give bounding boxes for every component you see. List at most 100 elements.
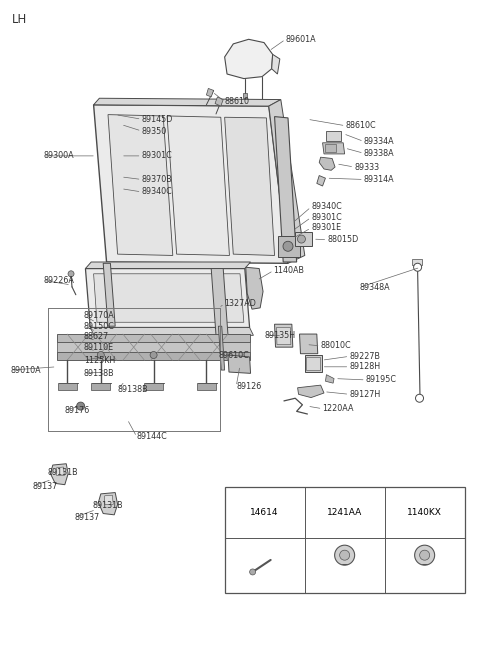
Polygon shape [211,269,228,335]
Text: 89226A: 89226A [43,276,74,285]
Polygon shape [85,269,250,328]
Text: 14614: 14614 [251,508,279,517]
Text: 89601A: 89601A [286,35,316,44]
Circle shape [283,241,293,252]
Text: 1125KH: 1125KH [84,356,115,365]
Circle shape [340,550,349,560]
Text: 89128H: 89128H [349,362,381,371]
Polygon shape [103,263,115,326]
Text: 89144C: 89144C [137,432,168,441]
Polygon shape [275,324,293,347]
Circle shape [298,235,305,243]
Text: 89301E: 89301E [311,223,341,233]
Polygon shape [298,385,324,398]
Polygon shape [243,93,247,98]
Polygon shape [94,98,281,106]
Text: 89150C: 89150C [84,322,115,331]
Polygon shape [98,493,118,515]
Polygon shape [305,355,322,372]
Polygon shape [228,355,251,373]
Text: 89131B: 89131B [47,468,78,477]
Text: 89227B: 89227B [349,352,381,361]
Polygon shape [167,116,229,255]
Text: 89127H: 89127H [349,390,381,399]
Polygon shape [269,100,305,263]
Text: 89300A: 89300A [43,151,74,160]
Text: 89138B: 89138B [118,385,148,394]
Polygon shape [276,328,291,345]
Polygon shape [272,54,280,74]
Circle shape [335,545,355,565]
Text: 89340C: 89340C [311,202,342,212]
Text: 89131B: 89131B [92,501,123,510]
Circle shape [97,352,104,358]
Text: 88627: 88627 [84,332,109,341]
Text: 88610: 88610 [225,97,250,106]
Text: 88010C: 88010C [321,341,351,350]
Polygon shape [246,267,263,309]
Text: 89110E: 89110E [84,343,114,352]
Polygon shape [225,117,275,255]
Circle shape [415,545,435,565]
Text: 89010A: 89010A [11,365,41,375]
Text: 89176: 89176 [65,405,90,415]
Text: 1220AA: 1220AA [323,404,354,413]
Polygon shape [300,334,318,354]
Circle shape [150,352,157,358]
Text: 88015D: 88015D [327,235,359,244]
Polygon shape [91,383,110,390]
Circle shape [77,402,84,410]
Polygon shape [215,97,223,106]
Polygon shape [57,467,64,476]
Polygon shape [319,157,335,170]
Text: 89350: 89350 [142,126,167,136]
Polygon shape [197,383,216,390]
Text: 1140KX: 1140KX [407,508,442,517]
Text: 1327AD: 1327AD [225,299,256,309]
Text: 89145D: 89145D [142,115,173,124]
Text: LH: LH [12,13,27,26]
Text: 1241AA: 1241AA [327,508,362,517]
Polygon shape [144,383,163,390]
Text: 88610C: 88610C [346,121,376,130]
Polygon shape [278,236,300,257]
Circle shape [420,550,430,560]
Polygon shape [58,383,77,390]
Text: 89195C: 89195C [366,375,397,384]
Text: 89338A: 89338A [364,149,395,158]
Polygon shape [50,464,68,485]
Polygon shape [275,117,297,262]
Text: 89137: 89137 [33,481,58,491]
Polygon shape [412,259,422,265]
Bar [225,487,465,593]
Text: 89340C: 89340C [142,187,172,196]
Circle shape [68,271,74,277]
Polygon shape [325,375,334,383]
Polygon shape [57,342,250,352]
Text: 89333: 89333 [354,162,379,172]
Polygon shape [317,176,325,186]
Circle shape [250,569,256,575]
Text: 89126: 89126 [236,382,262,391]
Polygon shape [94,274,244,322]
Text: 89137: 89137 [74,513,100,522]
Polygon shape [85,262,251,269]
Polygon shape [295,232,312,246]
Polygon shape [57,352,250,360]
Polygon shape [218,326,225,370]
Polygon shape [225,39,273,79]
Text: 89135H: 89135H [265,331,296,340]
Text: 89314A: 89314A [364,175,395,184]
Polygon shape [326,131,341,141]
Polygon shape [325,144,336,152]
Text: 89334A: 89334A [364,137,395,146]
Text: 89610C: 89610C [218,351,249,360]
Circle shape [416,394,423,402]
Polygon shape [206,88,214,97]
Text: 89348A: 89348A [359,283,390,292]
Text: 89170A: 89170A [84,311,115,320]
Text: 89370B: 89370B [142,175,172,184]
Polygon shape [57,334,250,342]
Circle shape [414,263,421,271]
Polygon shape [108,115,173,255]
